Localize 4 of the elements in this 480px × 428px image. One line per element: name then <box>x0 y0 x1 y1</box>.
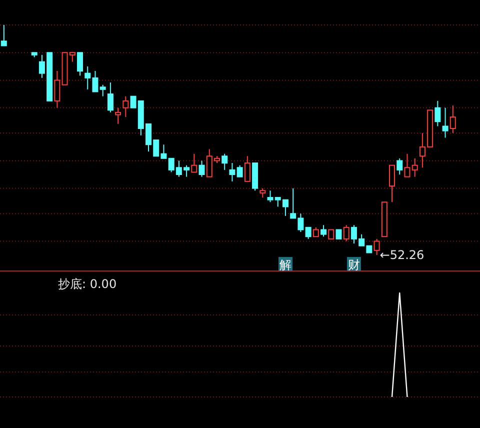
chart-title: 抄底: 0.00 <box>58 277 117 291</box>
text: 解 <box>279 258 292 272</box>
text: 财 <box>348 258 360 272</box>
annotation: ←52.26 <box>380 248 424 262</box>
